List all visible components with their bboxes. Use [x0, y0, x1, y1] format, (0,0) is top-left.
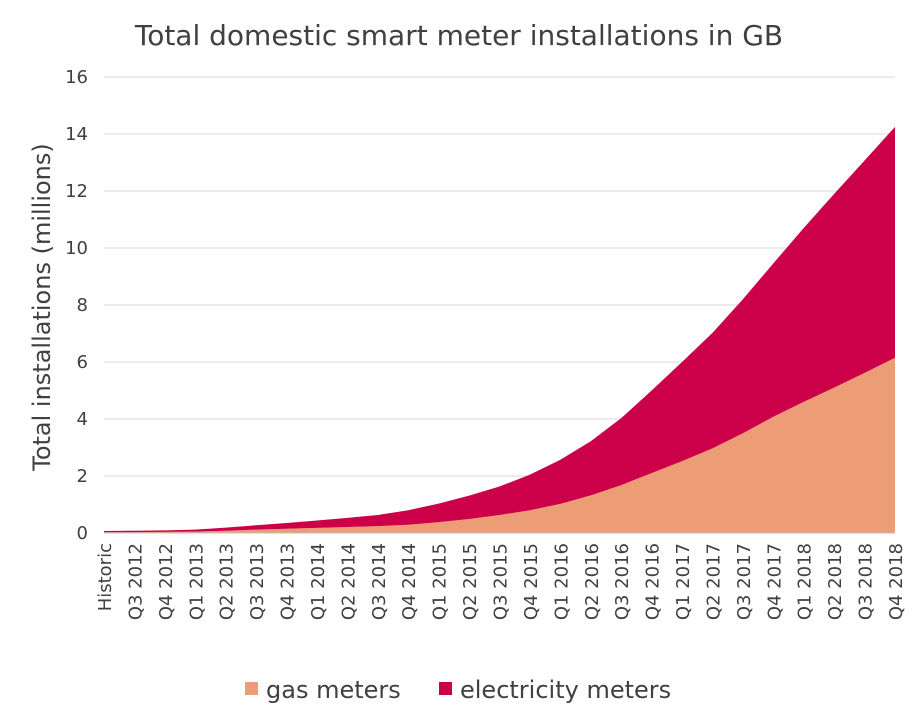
x-tick-label: Q2 2018: [825, 543, 846, 620]
x-tick-label: Q1 2016: [551, 543, 572, 620]
x-tick-label: Q3 2015: [491, 543, 512, 620]
x-tick-label: Q3 2012: [125, 543, 146, 620]
x-tick-label: Historic: [95, 543, 116, 611]
x-tick-label: Q2 2014: [338, 543, 359, 620]
electricity-meters-area: [104, 126, 895, 533]
y-axis-label: Total installations (millions): [28, 143, 56, 472]
y-tick-label: 6: [77, 352, 88, 373]
y-tick-label: 8: [77, 295, 88, 316]
legend: gas meters electricity meters: [245, 676, 671, 704]
x-tick-label: Q1 2013: [186, 543, 207, 620]
x-tick-label: Q4 2012: [156, 543, 177, 620]
legend-swatch: [439, 682, 452, 695]
y-axis: 0 2 4 6 8 10 12 14 16: [65, 67, 88, 544]
legend-label: gas meters: [266, 676, 401, 704]
y-tick-label: 14: [65, 124, 88, 145]
x-tick-label: Q4 2017: [764, 543, 785, 620]
y-tick-label: 0: [77, 523, 88, 544]
x-tick-label: Q3 2013: [247, 543, 268, 620]
y-tick-label: 12: [65, 181, 88, 202]
x-tick-label: Q4 2014: [399, 543, 420, 620]
x-tick-label: Q3 2017: [734, 543, 755, 620]
x-tick-label: Q1 2017: [673, 543, 694, 620]
y-tick-label: 4: [77, 409, 88, 430]
y-tick-label: 16: [65, 67, 88, 88]
legend-swatch: [245, 682, 258, 695]
x-tick-label: Q1 2015: [430, 543, 451, 620]
x-tick-label: Q2 2015: [460, 543, 481, 620]
x-tick-label: Q3 2018: [856, 543, 877, 620]
x-tick-label: Q2 2016: [582, 543, 603, 620]
y-tick-label: 10: [65, 238, 88, 259]
legend-label: electricity meters: [460, 676, 671, 704]
plot-area: [104, 126, 895, 534]
y-tick-label: 2: [77, 466, 88, 487]
x-tick-label: Q4 2016: [643, 543, 664, 620]
x-tick-label: Q2 2013: [217, 543, 238, 620]
gridlines: [104, 76, 895, 534]
gas-meters-area: [104, 357, 895, 533]
x-tick-label: Q4 2013: [278, 543, 299, 620]
x-tick-label: Q3 2016: [612, 543, 633, 620]
chart-title: Total domestic smart meter installations…: [134, 19, 783, 52]
x-axis: Historic Q3 2012 Q4 2012 Q1 2013 Q2 2013 Q3 2…: [95, 543, 907, 620]
x-tick-label: Q4 2018: [886, 543, 907, 620]
x-tick-label: Q1 2018: [795, 543, 816, 620]
x-tick-label: Q4 2015: [521, 543, 542, 620]
x-tick-label: Q2 2017: [703, 543, 724, 620]
x-tick-label: Q3 2014: [369, 543, 390, 620]
x-tick-label: Q1 2014: [308, 543, 329, 620]
